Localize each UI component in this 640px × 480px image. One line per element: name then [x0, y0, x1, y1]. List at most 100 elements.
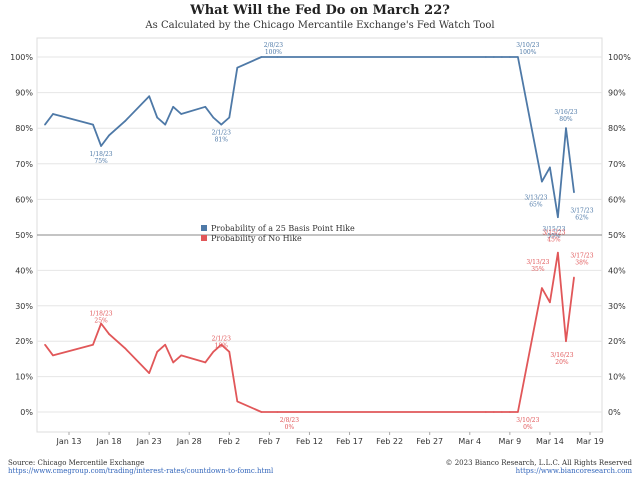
y-tick-right: 80%: [608, 124, 626, 133]
data-point-nohike: [573, 276, 575, 279]
y-tick-left: 70%: [15, 160, 33, 169]
data-point-hike: [260, 56, 263, 58]
data-point-hike: [148, 95, 150, 97]
x-tick-label: Feb 22: [376, 437, 403, 446]
annotation-nohike: 2/1/23 18%: [212, 335, 231, 349]
data-point-nohike: [92, 343, 94, 346]
site-link[interactable]: https://www.biancoresearch.com: [515, 467, 632, 475]
series-line-nohike: [44, 251, 575, 413]
data-point-hike: [204, 106, 207, 108]
chart-subtitle: As Calculated by the Chicago Mercantile …: [145, 20, 495, 31]
x-tick-label: Mar 9: [498, 437, 521, 446]
x-tick-label: Feb 12: [296, 437, 323, 446]
annotation-hike: 2/1/23 81%: [212, 130, 231, 144]
data-point-nohike: [236, 400, 239, 403]
data-point-nohike: [156, 351, 158, 353]
data-point-nohike: [493, 411, 495, 413]
annotation-hike: 3/13/23 65%: [524, 195, 547, 209]
data-point-hike: [108, 134, 110, 137]
x-tick-label: Jan 18: [96, 437, 122, 446]
data-point-nohike: [517, 411, 519, 413]
data-point-hike: [557, 216, 559, 218]
y-tick-left: 100%: [10, 53, 33, 62]
source-text: Source: Chicago Mercentile Exchange: [8, 459, 145, 467]
data-point-hike: [164, 123, 166, 126]
y-tick-left: 30%: [15, 302, 33, 311]
data-point-nohike: [228, 351, 231, 353]
series-line-hike: [44, 56, 575, 219]
data-point-nohike: [108, 333, 110, 335]
data-point-hike: [172, 106, 174, 108]
y-tick-right: 20%: [608, 337, 626, 346]
copyright-text: © 2023 Bianco Research, L.L.C. All Right…: [445, 459, 633, 467]
data-point-hike: [493, 56, 495, 58]
annotation-hike: 1/18/23 75%: [89, 151, 112, 165]
annotation-nohike: 3/13/23 35%: [526, 259, 549, 273]
y-tick-left: 50%: [15, 231, 33, 240]
y-tick-left: 90%: [15, 89, 33, 98]
data-point-hike: [509, 56, 511, 58]
legend-swatch-nohike: [201, 235, 207, 241]
y-tick-left: 80%: [15, 124, 33, 133]
data-point-nohike: [164, 343, 166, 346]
y-tick-right: 30%: [608, 302, 626, 311]
data-point-nohike: [100, 322, 102, 325]
legend-label-hike: Probability of a 25 Basis Point Hike: [211, 224, 355, 233]
source-link[interactable]: https://www.cmegroup.com/trading/interes…: [8, 467, 274, 475]
footer-source: Source: Chicago Mercentile Exchange http…: [8, 459, 273, 475]
annotation-hike: 2/8/23 100%: [264, 42, 283, 56]
data-point-nohike: [204, 361, 207, 364]
annotation-nohike: 2/8/23 0%: [280, 417, 299, 431]
x-tick-label: Jan 13: [55, 437, 81, 446]
data-point-nohike: [172, 361, 174, 364]
y-tick-right: 60%: [608, 195, 626, 204]
y-tick-right: 90%: [608, 89, 626, 98]
y-tick-right: 100%: [608, 53, 631, 62]
data-point-nohike: [148, 372, 150, 374]
footer-copyright: © 2023 Bianco Research, L.L.C. All Right…: [446, 459, 633, 475]
annotation-nohike: 3/16/23 20%: [550, 352, 573, 366]
y-tick-left: 40%: [15, 266, 33, 275]
data-point-nohike: [116, 340, 118, 343]
data-point-hike: [180, 113, 183, 115]
x-tick-label: Mar 4: [458, 437, 481, 446]
data-point-hike: [220, 123, 223, 126]
y-tick-right: 0%: [608, 408, 621, 417]
data-point-nohike: [220, 343, 223, 346]
annotation-nohike: 3/15/23 45%: [542, 230, 565, 244]
x-tick-label: Feb 7: [258, 437, 280, 446]
legend-swatch-hike: [201, 225, 207, 231]
data-point-hike: [517, 56, 519, 58]
data-point-hike: [116, 127, 118, 129]
data-point-nohike: [509, 411, 511, 413]
y-tick-left: 10%: [15, 373, 33, 382]
annotation-nohike: 3/17/23 38%: [570, 252, 593, 266]
x-tick-label: Mar 19: [576, 437, 604, 446]
data-point-hike: [501, 56, 503, 58]
y-tick-left: 20%: [15, 337, 33, 346]
legend-label-nohike: Probability of No Hike: [211, 234, 302, 243]
data-point-hike: [236, 66, 239, 69]
data-point-nohike: [565, 340, 567, 343]
data-point-nohike: [212, 351, 215, 353]
data-point-hike: [565, 127, 567, 129]
data-point-nohike: [124, 347, 126, 350]
x-tick-label: Feb 2: [218, 437, 240, 446]
data-point-hike: [212, 116, 215, 119]
data-point-hike: [228, 116, 231, 119]
data-point-nohike: [44, 343, 46, 346]
chart-title: What Will the Fed Do on March 22?: [190, 3, 450, 18]
data-point-nohike: [276, 411, 279, 413]
y-tick-right: 70%: [608, 160, 626, 169]
data-point-hike: [100, 145, 102, 147]
y-tick-left: 60%: [15, 195, 33, 204]
data-point-hike: [156, 116, 158, 119]
annotation-nohike: 1/18/23 25%: [89, 311, 112, 325]
data-point-hike: [124, 120, 126, 122]
data-point-nohike: [541, 287, 543, 289]
data-point-nohike: [485, 411, 487, 413]
data-point-hike: [44, 123, 46, 126]
data-point-hike: [549, 166, 551, 169]
y-tick-right: 10%: [608, 373, 626, 382]
x-tick-label: Feb 17: [336, 437, 363, 446]
